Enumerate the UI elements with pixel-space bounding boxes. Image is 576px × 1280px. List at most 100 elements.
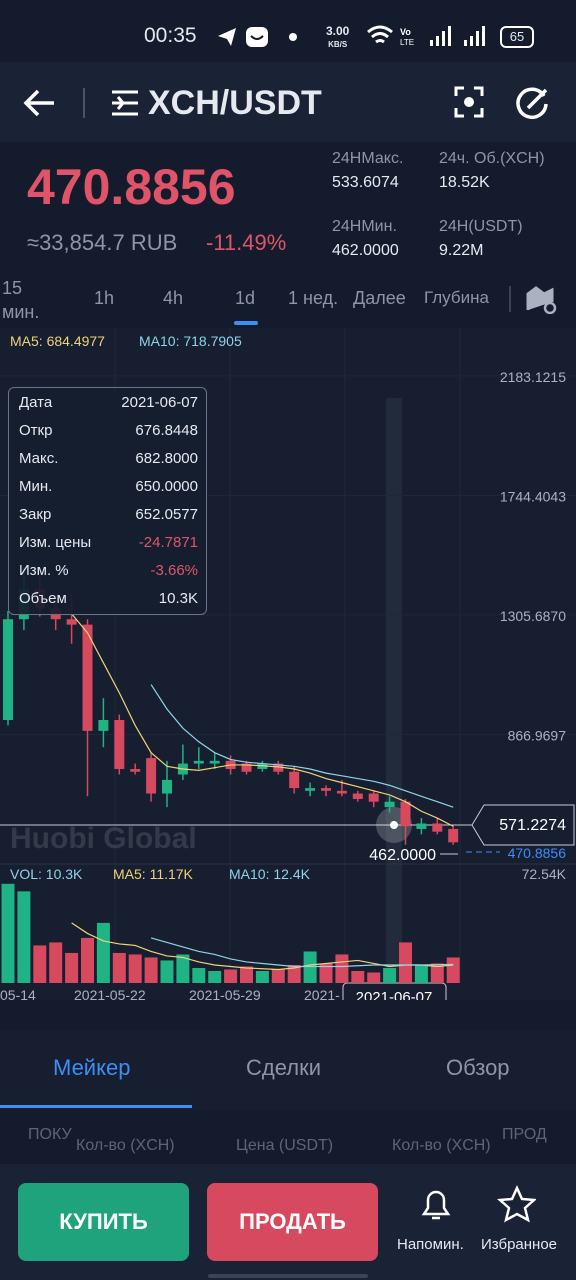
- tooltip-row: Мин. 650.0000: [19, 472, 198, 500]
- watermark: Huobi Global: [10, 822, 197, 855]
- tooltip-key: Закр: [19, 505, 52, 523]
- pair-title[interactable]: XCH/USDT: [148, 84, 322, 122]
- price-change: -11.49%: [206, 230, 287, 255]
- tooltip-value: 650.0000: [135, 477, 198, 495]
- interval-tab[interactable]: 1h: [94, 288, 115, 308]
- volume-bar: [446, 957, 460, 983]
- tooltip-key: Макс.: [19, 449, 59, 467]
- tooltip-key: Изм. %: [19, 561, 69, 579]
- interval-underline: [234, 321, 258, 325]
- y-tick-label: 1305.6870: [500, 608, 566, 624]
- volume-bar: [112, 952, 126, 983]
- vol-label: VOL: 10.3K: [10, 866, 83, 882]
- candle-body: [305, 788, 316, 791]
- section-tab[interactable]: Мейкер: [53, 1055, 131, 1080]
- ma10-label: MA10: 718.7905: [139, 333, 242, 349]
- tooltip-key: Дата: [19, 393, 53, 411]
- volume-bar: [255, 970, 269, 983]
- header-icons-right[interactable]: [452, 84, 556, 122]
- volume-bar: [430, 963, 444, 983]
- volume-bar: [160, 960, 174, 983]
- buy-button[interactable]: КУПИТЬ: [18, 1183, 189, 1261]
- interval-tab[interactable]: 15 мин.: [2, 278, 40, 322]
- action-icons[interactable]: [416, 1184, 536, 1224]
- status-icons: [218, 27, 297, 47]
- battery: 65: [500, 26, 534, 48]
- vol-tick-label: 72.54K: [522, 866, 567, 882]
- vol-ma5-line: [71, 922, 454, 971]
- interval-tab[interactable]: 1d: [235, 288, 256, 308]
- favorite-label[interactable]: Избранное: [480, 1236, 558, 1253]
- tooltip-value: 652.0577: [135, 505, 198, 523]
- tooltip-row: Откр 676.8448: [19, 416, 198, 444]
- candle-body: [432, 823, 443, 832]
- crosshair-price: 571.2274: [499, 817, 566, 834]
- tabs-bg: [0, 1030, 576, 1110]
- tooltip-value: 10.3K: [158, 589, 198, 607]
- status-time: 00:35: [144, 24, 197, 47]
- candle-body: [146, 758, 157, 794]
- volume-bar: [144, 957, 158, 983]
- header-bg: [0, 62, 576, 142]
- tooltip-key: Объем: [19, 589, 67, 607]
- volume-bar: [176, 954, 190, 983]
- candle-body: [384, 801, 395, 808]
- x-label: 2021-: [304, 987, 340, 1000]
- fiat-price: ≈33,854.7 RUB: [27, 230, 178, 255]
- last-price-line-label: 470.8856: [508, 845, 567, 861]
- candle-body: [400, 801, 411, 827]
- net-speed: 3.00 KB/S: [326, 25, 349, 51]
- candle-body: [416, 823, 427, 829]
- volume-bar: [414, 964, 428, 983]
- stat-label: 24ч. Об.(XCH): [439, 150, 545, 167]
- interval-tab[interactable]: 1 нед.: [288, 288, 339, 308]
- low-label: 462.0000: [369, 847, 436, 864]
- y-tick-label: 866.9697: [508, 727, 567, 743]
- candle-body: [273, 763, 284, 772]
- ma10-line: [150, 684, 454, 808]
- tooltip-value: 676.8448: [135, 421, 198, 439]
- candle-body: [130, 769, 141, 772]
- candle-body: [448, 828, 459, 843]
- volume-bar: [303, 951, 317, 983]
- table-header: Кол-во (XCH): [392, 1137, 491, 1154]
- header-icons-left[interactable]: [22, 86, 152, 120]
- candle-body: [114, 719, 125, 770]
- stat-value: 462.0000: [332, 242, 399, 259]
- volume-bar: [240, 966, 253, 983]
- y-tick-label: 1744.4043: [500, 488, 566, 504]
- volume-bar: [128, 954, 142, 983]
- tooltip-row: Изм. % -3.66%: [19, 556, 198, 584]
- sell-button[interactable]: ПРОДАТЬ: [207, 1183, 378, 1261]
- tooltip-value: -3.66%: [150, 561, 198, 579]
- interval-tab[interactable]: 4h: [163, 288, 184, 308]
- stat-value: 533.6074: [332, 174, 399, 191]
- interval-tab[interactable]: Далее: [353, 288, 406, 308]
- tooltip-row: Изм. цены -24.7871: [19, 528, 198, 556]
- stat-label: 24HМакс.: [332, 150, 404, 167]
- vol-ma10-label: MA10: 12.4K: [229, 866, 311, 882]
- candle-body: [209, 760, 220, 764]
- section-tab[interactable]: Сделки: [246, 1055, 321, 1080]
- last-price: 470.8856: [27, 159, 236, 215]
- x-label: 05-14: [0, 987, 36, 1000]
- volume-bar: [96, 922, 110, 983]
- tooltip-key: Мин.: [19, 477, 53, 495]
- section-tab[interactable]: Обзор: [446, 1055, 510, 1080]
- candle-body: [162, 779, 172, 794]
- volume-bar: [81, 937, 94, 983]
- interval-tab[interactable]: Глубина: [424, 288, 489, 307]
- volume-bar: [1, 883, 15, 983]
- stat-label: 24H(USDT): [439, 218, 523, 235]
- volume-bar: [49, 942, 63, 983]
- ma5-label: MA5: 684.4977: [10, 333, 105, 349]
- tooltip-row: Закр 652.0577: [19, 500, 198, 528]
- volume-bar: [351, 970, 365, 983]
- alert-label[interactable]: Напомин.: [397, 1236, 464, 1253]
- crosshair-date: 2021-06-07: [356, 989, 433, 1000]
- tooltip-key: Откр: [19, 421, 53, 439]
- chart-settings-icon[interactable]: [508, 284, 560, 314]
- volume-bar: [367, 972, 381, 983]
- vol-ma5-label: MA5: 11.17K: [113, 866, 194, 882]
